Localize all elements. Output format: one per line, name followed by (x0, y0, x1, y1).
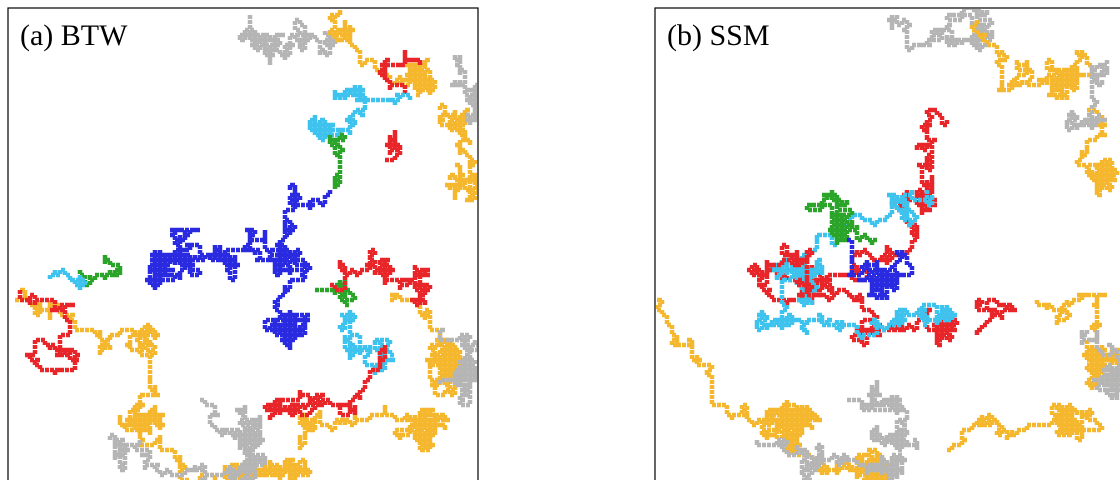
panel-b-label: (b) SSM (667, 19, 770, 52)
cluster-path (656, 297, 822, 453)
cluster-path (327, 132, 348, 190)
cluster-path (847, 380, 920, 453)
panel-b-clusters (656, 9, 1120, 480)
cluster-path (337, 310, 395, 375)
cluster-path (450, 55, 477, 125)
cluster-path (245, 227, 310, 350)
panel-a-clusters (15, 10, 477, 480)
cluster-path (1064, 60, 1110, 133)
cluster-path (887, 9, 995, 53)
cluster-path (437, 327, 477, 408)
cluster-path (759, 417, 890, 480)
cluster-path (974, 297, 1017, 335)
cluster-path (307, 85, 413, 143)
cluster-path (754, 437, 907, 480)
cluster-path (327, 10, 438, 98)
cluster-path (297, 405, 450, 453)
panel-b-frame (654, 7, 1120, 480)
cluster-path (315, 280, 358, 308)
cluster-path (200, 397, 265, 455)
cluster-path (769, 190, 935, 308)
cluster-path (17, 290, 80, 375)
cluster-path (437, 102, 477, 203)
cluster-path (377, 50, 423, 95)
cluster-path (77, 255, 123, 288)
cluster-path (1074, 107, 1120, 198)
cluster-path (107, 432, 268, 480)
cluster-path (237, 15, 340, 65)
cluster-path (47, 267, 88, 290)
cluster-path (385, 130, 403, 163)
panel-a-label: (a) BTW (20, 19, 128, 52)
panel-b-label-bg (659, 14, 799, 58)
cluster-path (262, 345, 388, 420)
cluster-path (747, 250, 810, 283)
panel-a-frame (7, 7, 479, 480)
cluster-path (947, 402, 1105, 453)
cluster-path (754, 267, 957, 340)
cluster-path (847, 237, 915, 300)
cluster-path (1079, 330, 1120, 400)
cluster-path (969, 20, 1095, 100)
panel-a-label-bg (12, 14, 152, 58)
cluster-path (145, 182, 333, 290)
cluster-path (15, 287, 165, 435)
cluster-path (330, 247, 433, 308)
